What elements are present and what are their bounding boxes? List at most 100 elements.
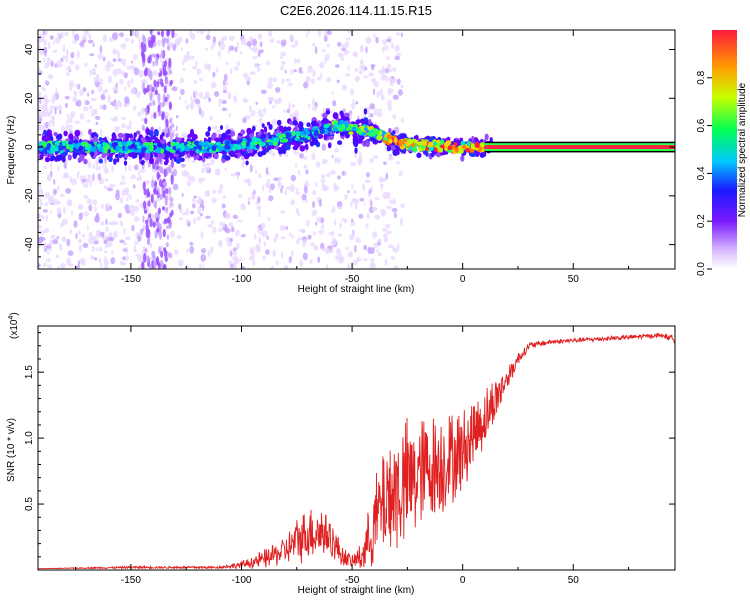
spectrogram-speckle — [165, 188, 169, 194]
spectrogram-speckle — [57, 165, 60, 172]
spectrogram-halo — [276, 119, 282, 126]
spectrogram-ridge-point — [386, 134, 393, 139]
spectrogram-halo — [484, 133, 489, 141]
spectrogram-speckle — [155, 56, 159, 67]
spectrogram-speckle — [51, 97, 56, 104]
spectrogram-speckle — [351, 183, 354, 190]
spectrogram-halo — [365, 140, 371, 148]
spectrogram-speckle — [142, 181, 146, 191]
spectrogram-speckle — [275, 260, 279, 266]
spectrogram-speckle — [68, 80, 75, 88]
spectrogram-speckle — [77, 238, 82, 244]
spectrogram-speckle — [133, 105, 137, 112]
spectrogram-speckle — [388, 244, 394, 249]
spectrogram-halo — [44, 156, 51, 163]
spectrogram-speckle — [39, 229, 45, 236]
spectrogram-speckle — [205, 34, 211, 41]
spectrogram-speckle — [214, 125, 218, 130]
spectrogram-ridge-point — [46, 143, 52, 148]
spectrogram-speckle — [149, 92, 153, 100]
spectrogram-speckle — [146, 254, 150, 264]
spectrogram-speckle — [393, 265, 399, 269]
spectrogram-speckle — [45, 215, 49, 222]
spectrogram-speckle — [62, 174, 67, 179]
spectrogram-speckle — [102, 165, 105, 170]
spectrogram-speckle — [381, 228, 388, 232]
spectrogram-speckle — [372, 263, 376, 269]
spectrogram-speckle — [57, 104, 63, 111]
spectrogram-halo — [159, 134, 164, 141]
spectrogram-speckle — [280, 51, 287, 57]
spectrogram-speckle — [352, 189, 357, 195]
spectrogram-speckle — [280, 236, 286, 240]
spectrogram-speckle — [386, 55, 390, 60]
spectrogram-ridge-point — [193, 146, 198, 151]
spectrogram-halo — [224, 155, 231, 161]
spectrogram-speckle — [66, 124, 73, 131]
spectrogram-speckle — [74, 91, 77, 98]
spectrogram-speckle — [305, 219, 310, 227]
spectrogram-speckle — [161, 206, 166, 211]
spectrogram-speckle — [108, 75, 113, 84]
spectrogram-speckle — [170, 159, 174, 168]
spectrogram-halo — [138, 154, 143, 160]
spectrogram-speckle — [121, 175, 126, 181]
spectrogram-speckle — [50, 210, 53, 215]
spectrogram-speckle — [142, 215, 145, 223]
spectrogram-speckle — [260, 222, 266, 229]
spectrogram-speckle — [160, 250, 164, 258]
spectrogram-speckle — [295, 191, 301, 195]
spectrogram-speckle — [75, 64, 80, 71]
spectrogram-speckle — [261, 184, 265, 192]
spectrogram-speckle — [115, 116, 118, 123]
spectrogram-ridge-point — [412, 146, 418, 153]
spectrogram-speckle — [129, 209, 135, 216]
spectrogram-speckle — [228, 113, 231, 118]
spectrogram-halo — [46, 129, 52, 135]
spectrogram-halo — [98, 158, 103, 164]
spectrogram-speckle — [251, 38, 257, 47]
spectrogram-speckle — [66, 113, 69, 119]
spectrogram-speckle — [255, 101, 258, 105]
spectrogram-halo — [332, 112, 339, 120]
spectrogram-speckle — [131, 224, 135, 232]
spectrogram-speckle — [165, 242, 169, 248]
spectrogram-speckle — [193, 217, 197, 224]
spectrogram-speckle — [280, 187, 283, 194]
spectrogram-speckle — [123, 72, 128, 79]
spectrogram-speckle — [231, 251, 238, 256]
spectrogram-speckle — [368, 72, 375, 77]
spectrogram-speckle — [263, 240, 267, 247]
spectrogram-speckle — [98, 246, 103, 252]
spectrogram-halo — [98, 137, 103, 142]
spectrogram-speckle — [144, 68, 148, 77]
spectrogram-speckle — [157, 92, 161, 103]
spectrogram-speckle — [155, 221, 159, 227]
spectrogram-speckle — [141, 261, 145, 269]
spectrogram-ridge-point — [319, 128, 325, 135]
spectrogram-speckle — [387, 99, 392, 107]
x-tick-label: 50 — [568, 575, 580, 586]
spectrogram-halo — [83, 158, 88, 165]
spectrogram-speckle — [135, 199, 140, 203]
spectrogram-ridge-point — [432, 141, 438, 146]
spectrogram-halo — [123, 160, 128, 166]
spectrogram-speckle — [157, 207, 161, 215]
spectrogram-ridge-point — [157, 142, 163, 148]
spectrogram-halo — [101, 153, 106, 159]
spectrogram-speckle — [265, 249, 270, 256]
spectrogram-speckle — [175, 115, 179, 119]
spectrogram-speckle — [83, 194, 89, 199]
spectrogram-speckle — [350, 202, 353, 207]
spectrogram-speckle — [198, 91, 203, 99]
spectrogram-ridge-point — [287, 133, 292, 138]
spectrogram-speckle — [43, 57, 46, 64]
spectrogram-speckle — [178, 217, 184, 221]
spectrogram-speckle — [141, 51, 145, 59]
spectrogram-speckle — [311, 209, 318, 217]
spectrogram-speckle — [247, 179, 252, 187]
spectrogram-speckle — [236, 173, 239, 181]
spectrogram-speckle — [120, 69, 125, 76]
colorbar: 0.0 0.2 0.4 0.6 0.8 Normalized spectral ampl… — [696, 30, 748, 276]
spectrogram-speckle — [123, 242, 128, 246]
